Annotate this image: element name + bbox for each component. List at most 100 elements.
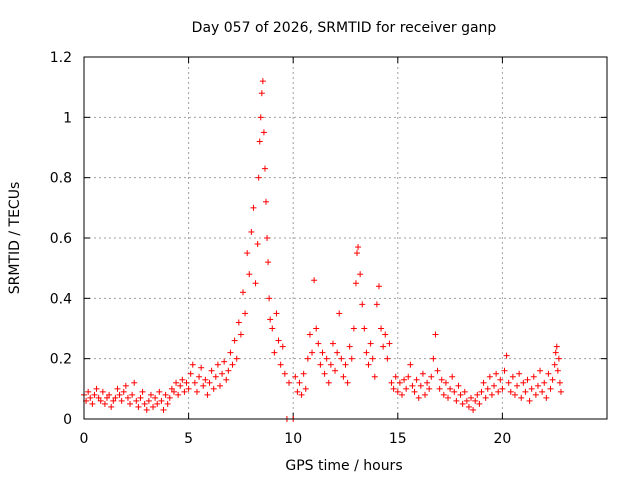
y-tick-label: 0.8 [50, 171, 72, 187]
data-point [430, 355, 437, 362]
data-point [175, 391, 182, 398]
data-point [164, 400, 171, 407]
data-point [309, 349, 316, 356]
data-point [275, 337, 282, 344]
data-point [110, 397, 117, 404]
y-tick-label: 0.4 [50, 291, 72, 307]
data-point [233, 355, 240, 362]
data-point [549, 376, 556, 383]
data-point [258, 90, 265, 97]
data-point [231, 337, 238, 344]
data-point [407, 361, 414, 368]
data-point [436, 385, 443, 392]
data-point [95, 394, 102, 401]
x-tick-label: 5 [184, 431, 193, 447]
data-point [313, 325, 320, 332]
data-point [261, 165, 268, 172]
data-point [555, 355, 562, 362]
data-point [173, 379, 180, 386]
data-point [158, 397, 165, 404]
data-point [338, 355, 345, 362]
data-point [403, 385, 410, 392]
data-point [260, 129, 267, 136]
data-point [104, 394, 111, 401]
y-tick-label: 0.6 [50, 231, 72, 247]
data-point [350, 325, 357, 332]
data-point [93, 385, 100, 392]
data-point [516, 370, 523, 377]
data-point [398, 391, 405, 398]
data-point [300, 370, 307, 377]
data-point [447, 385, 454, 392]
data-point [354, 250, 361, 257]
data-point [321, 370, 328, 377]
data-point [409, 382, 416, 389]
data-point [488, 391, 495, 398]
data-point [480, 379, 487, 386]
data-point [468, 394, 475, 401]
data-point [495, 388, 502, 395]
data-point [118, 397, 125, 404]
data-point [112, 394, 119, 401]
data-point [348, 355, 355, 362]
data-point [541, 379, 548, 386]
data-point [170, 388, 177, 395]
data-point [474, 391, 481, 398]
data-point [390, 385, 397, 392]
data-point [267, 316, 274, 323]
data-point [380, 343, 387, 350]
data-point [352, 280, 359, 287]
data-point [135, 403, 142, 410]
data-point [183, 379, 190, 386]
data-point [143, 406, 150, 413]
data-point [453, 397, 460, 404]
data-point [355, 244, 362, 251]
data-point [246, 271, 253, 278]
data-point [120, 388, 127, 395]
data-point [277, 361, 284, 368]
data-point [187, 370, 194, 377]
data-point [315, 340, 322, 347]
data-point [526, 397, 533, 404]
data-point [340, 373, 347, 380]
data-point [334, 349, 341, 356]
data-point [484, 385, 491, 392]
data-point [198, 364, 205, 371]
data-point [396, 379, 403, 386]
x-axis-label: GPS time / hours [285, 458, 402, 474]
data-point [373, 301, 380, 308]
data-point [426, 385, 433, 392]
data-point [223, 376, 230, 383]
data-point [281, 370, 288, 377]
data-point [553, 343, 560, 350]
data-point [465, 403, 472, 410]
data-point [522, 388, 529, 395]
data-points [81, 78, 564, 422]
data-point [193, 388, 200, 395]
data-point [375, 283, 382, 290]
data-point [342, 361, 349, 368]
data-point [256, 138, 263, 145]
chart-title: Day 057 of 2026, SRMTID for receiver gan… [192, 20, 497, 36]
data-point [505, 379, 512, 386]
data-point [344, 379, 351, 386]
data-point [401, 376, 408, 383]
data-point [472, 397, 479, 404]
data-point [528, 385, 535, 392]
data-point [557, 388, 564, 395]
data-point [543, 394, 550, 401]
data-point [196, 373, 203, 380]
data-point [168, 385, 175, 392]
data-point [181, 388, 188, 395]
data-point [99, 388, 106, 395]
data-point [221, 358, 228, 365]
data-point [537, 367, 544, 374]
data-point [266, 295, 273, 302]
data-point [357, 271, 364, 278]
data-point [239, 289, 246, 296]
data-point [292, 373, 299, 380]
data-point [85, 388, 92, 395]
x-tick-label: 0 [80, 431, 89, 447]
data-point [265, 259, 272, 266]
data-point [304, 355, 311, 362]
